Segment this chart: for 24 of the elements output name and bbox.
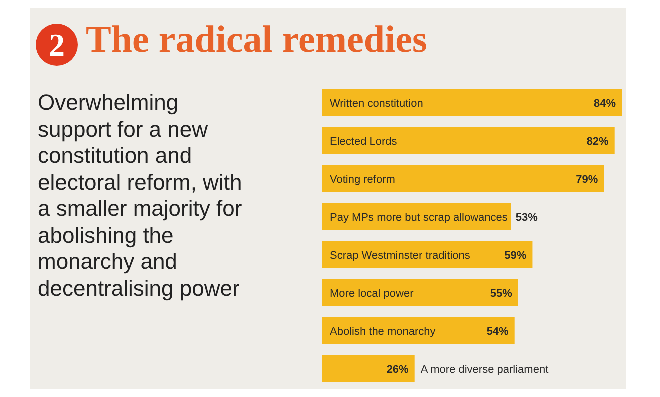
data-label: 26% xyxy=(386,364,410,376)
bar xyxy=(322,317,515,344)
y-tick-label: Abolish the monarchy xyxy=(330,326,436,338)
y-tick-label: Scrap Westminster traditions xyxy=(330,250,471,262)
y-tick-label: Voting reform xyxy=(330,174,396,186)
data-label: 55% xyxy=(490,288,513,300)
text: Overwhelming support for a new constitution and electoral reform, with a smaller majority for abolishing the monarchy and decentralising power xyxy=(38,90,244,302)
y-tick-label: A more diverse parliament xyxy=(420,364,549,376)
y-tick-label: Elected Lords xyxy=(330,136,398,148)
chart-title: The radical remedies xyxy=(86,18,428,62)
y-tick-label: More local power xyxy=(330,288,414,300)
data-label: 84% xyxy=(594,98,616,110)
bar xyxy=(322,127,615,154)
bar xyxy=(322,355,415,382)
data-label: 53% xyxy=(516,212,538,224)
y-tick-label: Written constitution xyxy=(330,98,424,110)
data-label: 59% xyxy=(504,250,527,262)
y-tick-label: Pay MPs more but scrap allowances xyxy=(330,212,508,224)
data-label: 79% xyxy=(576,174,598,186)
bar xyxy=(322,165,604,192)
bar xyxy=(322,89,622,116)
bar xyxy=(322,279,518,306)
data-label: 54% xyxy=(486,326,510,338)
data-label: 82% xyxy=(586,136,610,148)
